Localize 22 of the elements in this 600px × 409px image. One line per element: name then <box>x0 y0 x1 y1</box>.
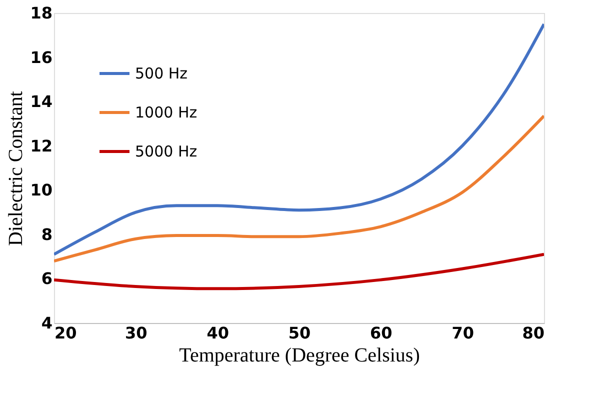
x-tick-label: 20 <box>54 324 77 342</box>
y-tick-label: 8 <box>41 224 52 244</box>
legend-label: 5000 Hz <box>135 142 198 160</box>
x-tick-label: 60 <box>370 324 392 342</box>
x-tick-label: 50 <box>288 324 311 342</box>
x-tick-label: 40 <box>206 324 229 342</box>
y-tick-label: 12 <box>30 136 52 156</box>
y-tick-label: 18 <box>30 4 52 22</box>
y-tick-label: 6 <box>41 269 52 288</box>
legend-label: 500 Hz <box>135 64 188 82</box>
x-tick-label: 80 <box>522 324 544 342</box>
x-tick-label: 30 <box>125 324 148 342</box>
y-tick-label: 16 <box>30 48 52 67</box>
y-tick-label: 4 <box>41 314 52 332</box>
x-tick-label: 70 <box>452 324 474 342</box>
line-series <box>54 252 544 290</box>
legend-label: 1000 Hz <box>135 104 198 122</box>
y-tick-label: 14 <box>30 92 52 112</box>
line-series <box>54 22 544 256</box>
y-tick-label: 10 <box>30 180 52 200</box>
x-axis-title: Temperature (Degree Celsius) <box>179 344 420 366</box>
y-axis-title: Dielectric Constant <box>5 90 28 246</box>
